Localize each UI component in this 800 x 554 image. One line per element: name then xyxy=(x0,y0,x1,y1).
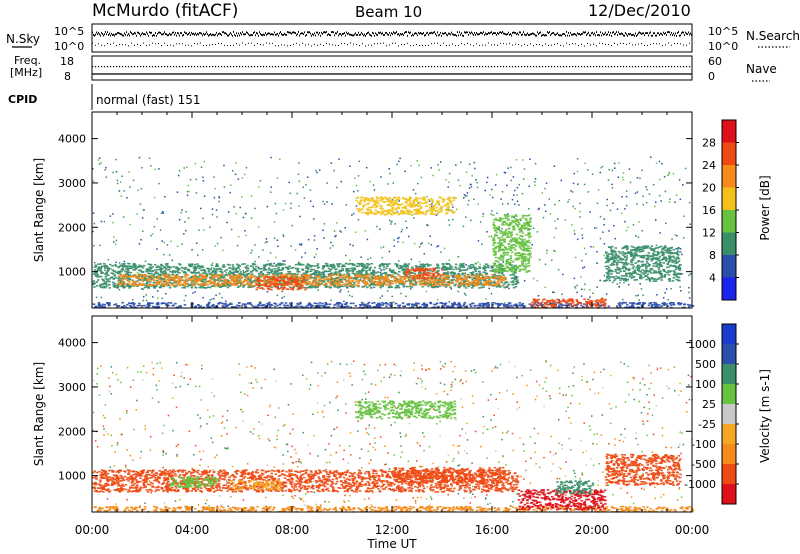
x-tick-label: 08:00 xyxy=(275,523,310,537)
power-colorbar-swatch xyxy=(722,165,736,188)
power-ytick-1000: 1000 xyxy=(58,266,86,279)
cpid-text: normal (fast) 151 xyxy=(96,93,200,107)
cpid-label: CPID xyxy=(8,93,37,106)
power-ytick-2000: 2000 xyxy=(58,221,86,234)
power-ytick-4000: 4000 xyxy=(58,133,86,146)
nsky-panel: N.Sky 10^5 10^0 10^5 10^0 N.Search xyxy=(6,23,800,53)
velocity-band-6 xyxy=(517,489,607,511)
power-colorbar: 4 8 12 16 20 24 28 Power [dB] xyxy=(702,119,772,301)
velocity-colorbar-swatch xyxy=(722,344,736,365)
x-tick-label: 04:00 xyxy=(175,523,210,537)
power-colorbar-tick: 24 xyxy=(702,159,716,172)
velocity-bands xyxy=(92,400,695,513)
power-colorbar-swatch xyxy=(722,210,736,233)
nsky-tick-bottom: 10^0 xyxy=(54,40,84,53)
power-colorbar-swatch xyxy=(722,255,736,278)
freq-unit-label: [MHz] xyxy=(10,66,42,79)
nsky-tick-top: 10^5 xyxy=(54,25,84,38)
x-tick-label: 16:00 xyxy=(475,523,510,537)
power-band-3 xyxy=(255,276,307,291)
nave-tick-top: 60 xyxy=(708,55,722,68)
freq-panel: Freq. [MHz] 18 8 60 0 Nave xyxy=(10,54,777,83)
nsky-label: N.Sky xyxy=(6,32,40,46)
power-band-5 xyxy=(404,267,445,280)
x-tick-label: 00:00 xyxy=(75,523,110,537)
x-axis-label: Time UT xyxy=(366,537,417,551)
power-colorbar-tick: 8 xyxy=(709,249,716,262)
velocity-colorbar-tick: 500 xyxy=(695,358,716,371)
nave-tick-bottom: 0 xyxy=(708,70,715,83)
velocity-ytick-1000: 1000 xyxy=(58,470,86,483)
velocity-colorbar-tick: -1000 xyxy=(684,478,716,491)
power-colorbar-label: Power [dB] xyxy=(758,175,772,240)
velocity-ytick-4000: 4000 xyxy=(58,337,86,350)
velocity-ytick-3000: 3000 xyxy=(58,381,86,394)
velocity-colorbar-tick: -25 xyxy=(698,418,716,431)
power-colorbar-swatch xyxy=(722,120,736,143)
velocity-panel: 1000 2000 3000 4000 Slant Range [km] xyxy=(32,315,695,513)
velocity-band-5 xyxy=(392,466,507,484)
power-ytick-3000: 3000 xyxy=(58,177,86,190)
velocity-band-7 xyxy=(555,480,595,495)
velocity-colorbar-swatch xyxy=(722,364,736,385)
freq-label: Freq. xyxy=(14,54,41,67)
velocity-colorbar-tick: -500 xyxy=(691,458,716,471)
power-colorbar-tick: 16 xyxy=(702,204,716,217)
velocity-colorbar-tick: 1000 xyxy=(688,338,716,351)
velocity-colorbar-label: Velocity [m s-1] xyxy=(758,369,772,463)
power-band-4 xyxy=(355,196,457,216)
velocity-ytick-2000: 2000 xyxy=(58,425,86,438)
nave-label: Nave xyxy=(746,62,777,76)
nsearch-label: N.Search xyxy=(746,29,800,43)
x-tick-label: 20:00 xyxy=(575,523,610,537)
power-colorbar-tick: 12 xyxy=(702,227,716,240)
velocity-scatter xyxy=(92,360,693,509)
power-band-8 xyxy=(604,245,682,282)
velocity-ylabel: Slant Range [km] xyxy=(32,362,46,466)
velocity-colorbar-swatch xyxy=(722,324,736,345)
velocity-band-8 xyxy=(604,453,682,487)
beam-title: Beam 10 xyxy=(355,3,422,21)
velocity-band-3 xyxy=(230,480,282,491)
power-colorbar-tick: 20 xyxy=(702,182,716,195)
velocity-colorbar: 1000 500 100 25 -25 -100 -500 -1000 Velocity [m… xyxy=(684,323,772,505)
freq-tick-top: 18 xyxy=(60,55,74,68)
velocity-colorbar-swatch xyxy=(722,424,736,445)
nsearch-tick-top: 10^5 xyxy=(708,25,738,38)
velocity-colorbar-tick: 25 xyxy=(702,398,716,411)
power-colorbar-swatch xyxy=(722,187,736,211)
date-title: 12/Dec/2010 xyxy=(588,1,691,20)
power-colorbar-swatch xyxy=(722,277,736,301)
freq-tick-bottom: 8 xyxy=(64,70,71,83)
velocity-colorbar-tick: 100 xyxy=(695,378,716,391)
x-tick-label: 12:00 xyxy=(375,523,410,537)
x-tick-labels: 00:00 04:00 08:00 12:00 16:00 20:00 00:00 xyxy=(75,523,710,537)
power-bands xyxy=(92,196,695,309)
velocity-colorbar-tick: -100 xyxy=(691,438,716,451)
power-ylabel: Slant Range [km] xyxy=(32,158,46,262)
velocity-colorbar-swatch xyxy=(722,444,736,465)
velocity-colorbar-swatch xyxy=(722,404,736,425)
site-title: McMurdo (fitACF) xyxy=(92,1,238,21)
x-tick-label: 00:00 xyxy=(675,523,710,537)
velocity-colorbar-swatch xyxy=(722,384,736,405)
nsearch-tick-bottom: 10^0 xyxy=(708,40,738,53)
velocity-colorbar-swatch xyxy=(722,464,736,485)
power-colorbar-swatch xyxy=(722,142,736,166)
power-colorbar-swatch xyxy=(722,232,736,256)
power-scatter xyxy=(92,156,692,305)
power-colorbar-tick: 28 xyxy=(702,137,716,150)
power-panel: 1000 2000 3000 4000 Slant Range [km] xyxy=(32,111,695,309)
power-band-6 xyxy=(529,298,607,309)
velocity-band-4 xyxy=(355,400,457,420)
velocity-band-2 xyxy=(169,475,219,489)
velocity-colorbar-swatch xyxy=(722,484,736,505)
power-colorbar-tick: 4 xyxy=(709,272,716,285)
power-band-7 xyxy=(492,214,532,273)
